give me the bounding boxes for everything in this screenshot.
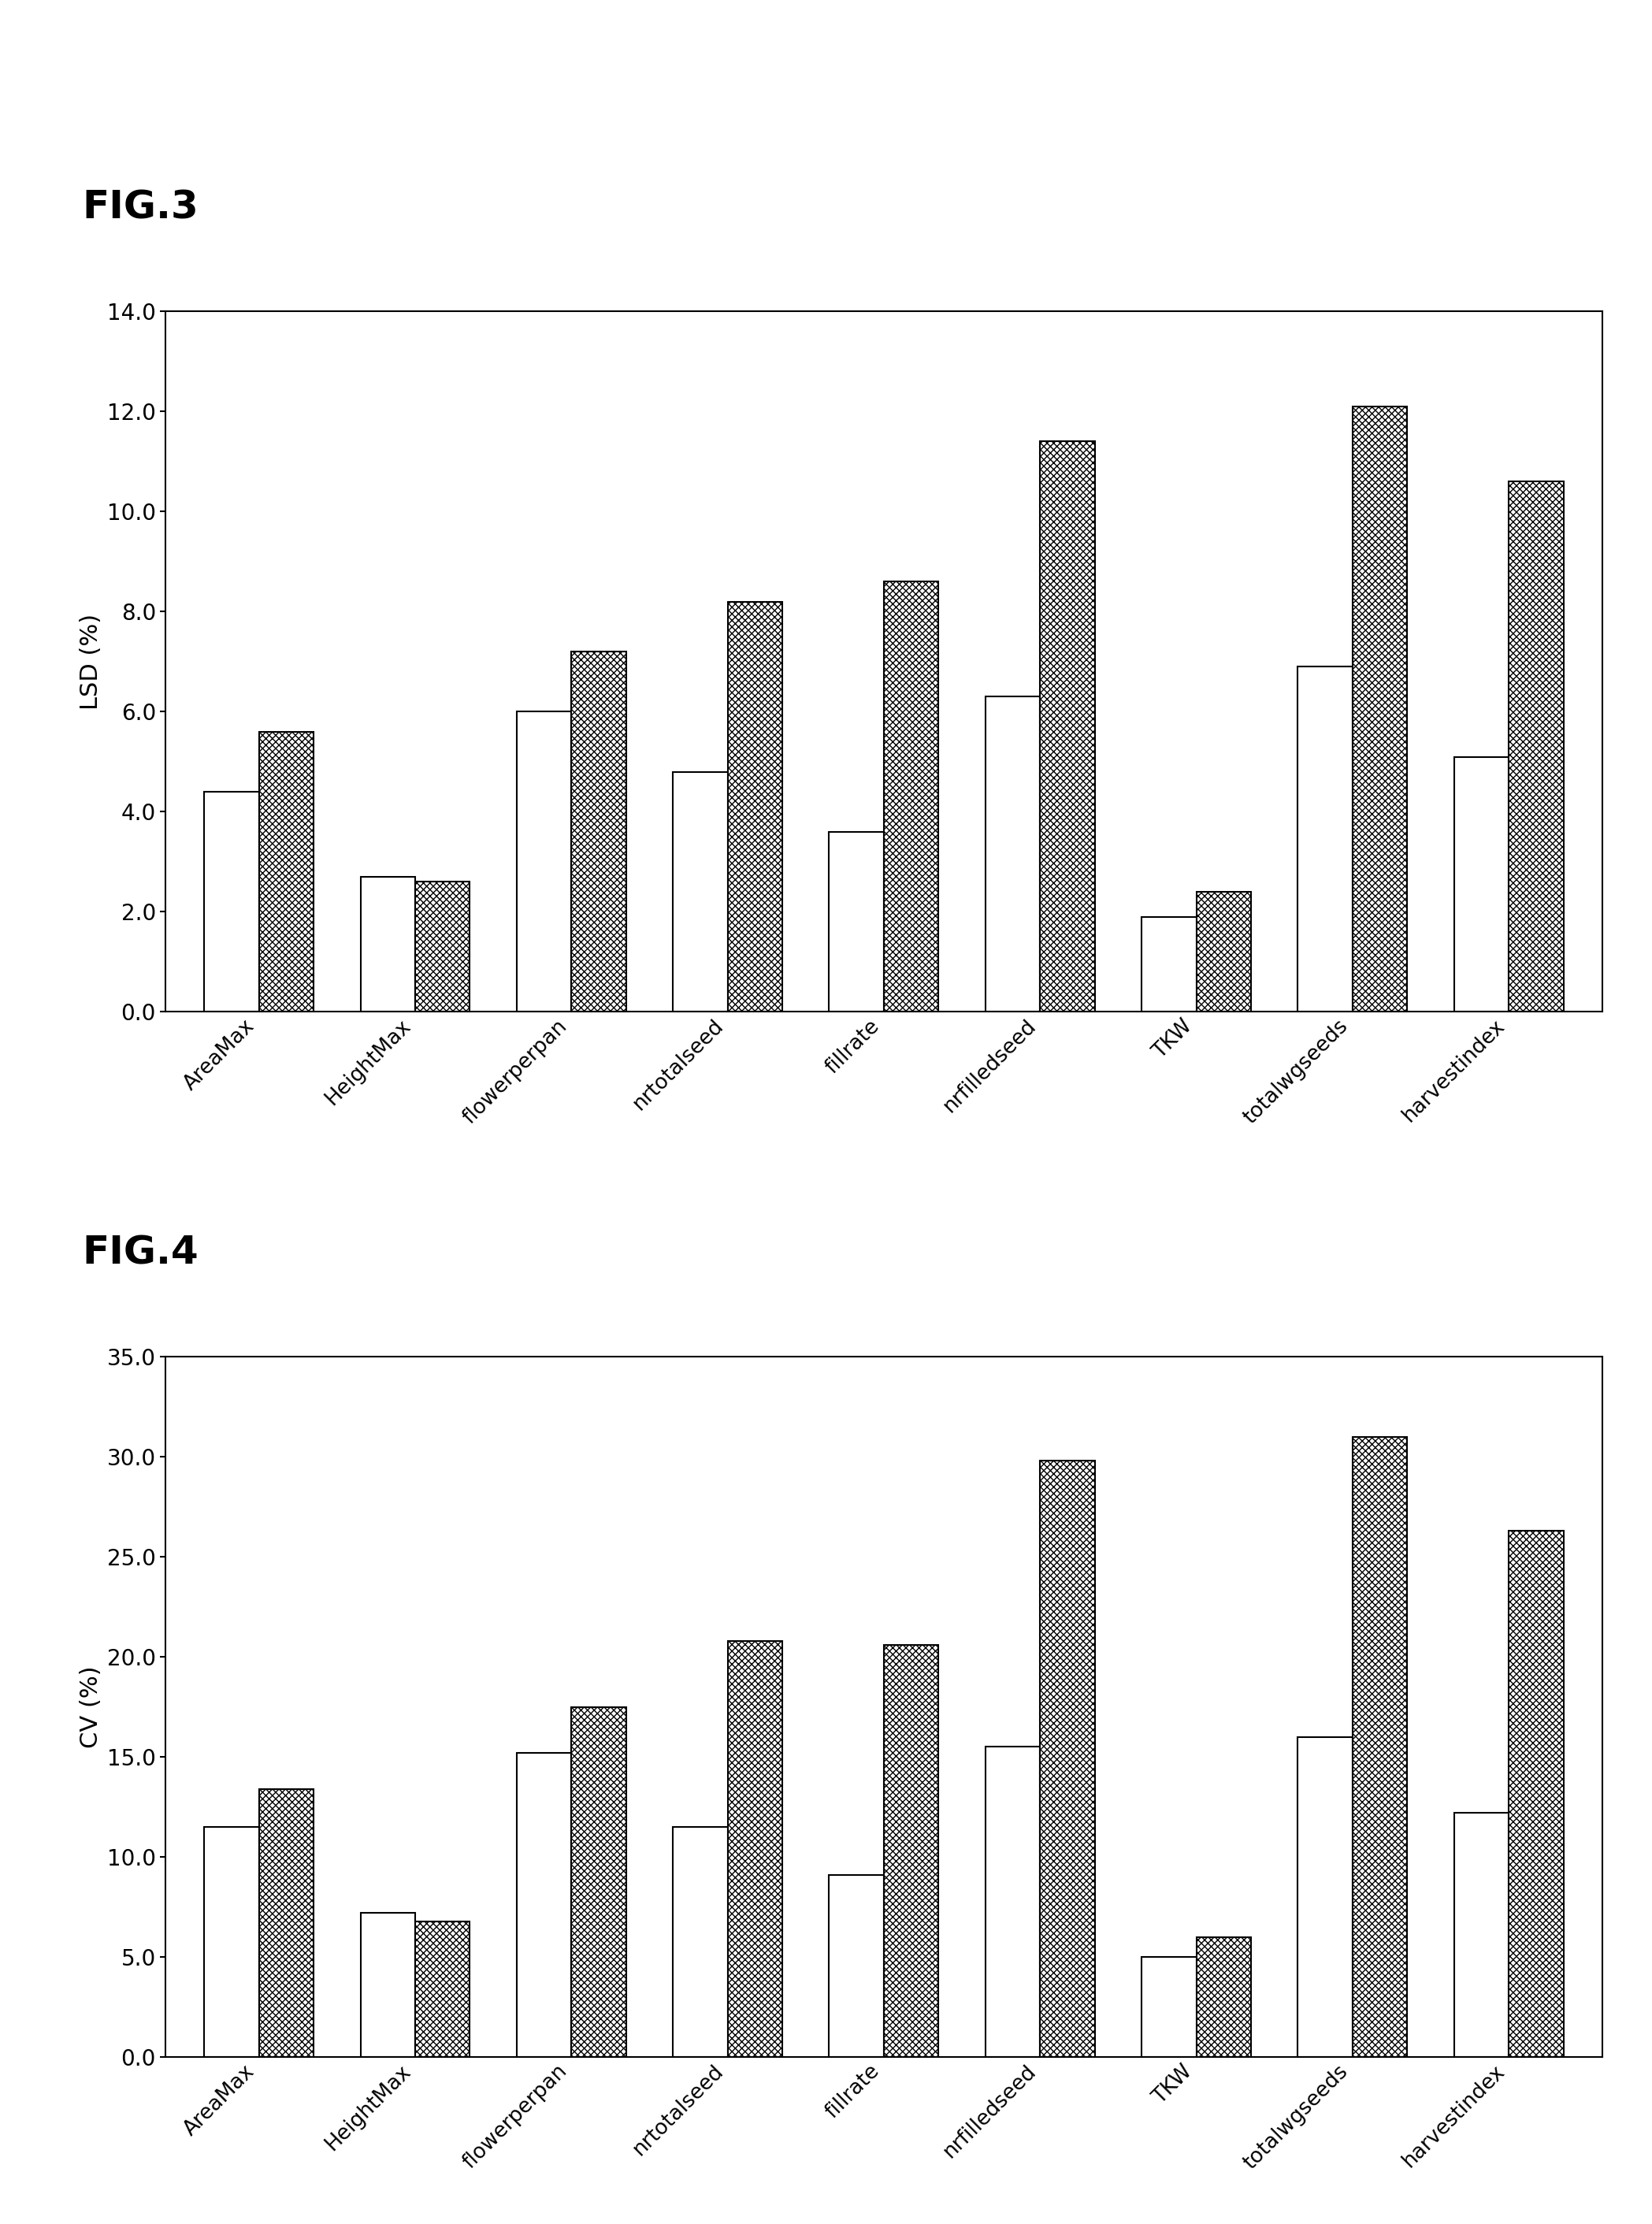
Bar	[1041, 440, 1095, 1012]
Bar	[884, 1646, 938, 2057]
Bar	[1508, 480, 1563, 1012]
Bar	[517, 1753, 572, 2057]
Bar	[360, 876, 415, 1012]
Bar	[985, 696, 1041, 1012]
Bar	[517, 712, 572, 1012]
Bar	[727, 603, 783, 1012]
Bar	[1298, 1737, 1353, 2057]
Bar	[205, 792, 259, 1012]
Bar	[1298, 667, 1353, 1012]
Bar	[672, 1828, 727, 2057]
Bar	[415, 1922, 469, 2057]
Bar	[985, 1748, 1041, 2057]
Text: FIG.4: FIG.4	[83, 1234, 198, 1272]
Bar	[1041, 1461, 1095, 2057]
Bar	[1142, 916, 1196, 1012]
Bar	[1508, 1530, 1563, 2057]
Bar	[829, 832, 884, 1012]
Bar	[884, 583, 938, 1012]
Bar	[829, 1875, 884, 2057]
Bar	[1353, 1437, 1408, 2057]
Bar	[572, 652, 626, 1012]
Text: FIG.3: FIG.3	[83, 189, 198, 227]
Bar	[259, 732, 314, 1012]
Bar	[1196, 892, 1251, 1012]
Y-axis label: LSD (%): LSD (%)	[79, 614, 102, 709]
Bar	[205, 1828, 259, 2057]
Bar	[672, 772, 727, 1012]
Bar	[415, 881, 469, 1012]
Bar	[259, 1788, 314, 2057]
Y-axis label: CV (%): CV (%)	[79, 1666, 102, 1748]
Bar	[1196, 1937, 1251, 2057]
Bar	[1454, 756, 1508, 1012]
Bar	[727, 1641, 783, 2057]
Bar	[1353, 407, 1408, 1012]
Bar	[360, 1913, 415, 2057]
Bar	[1142, 1957, 1196, 2057]
Bar	[1454, 1813, 1508, 2057]
Bar	[572, 1708, 626, 2057]
